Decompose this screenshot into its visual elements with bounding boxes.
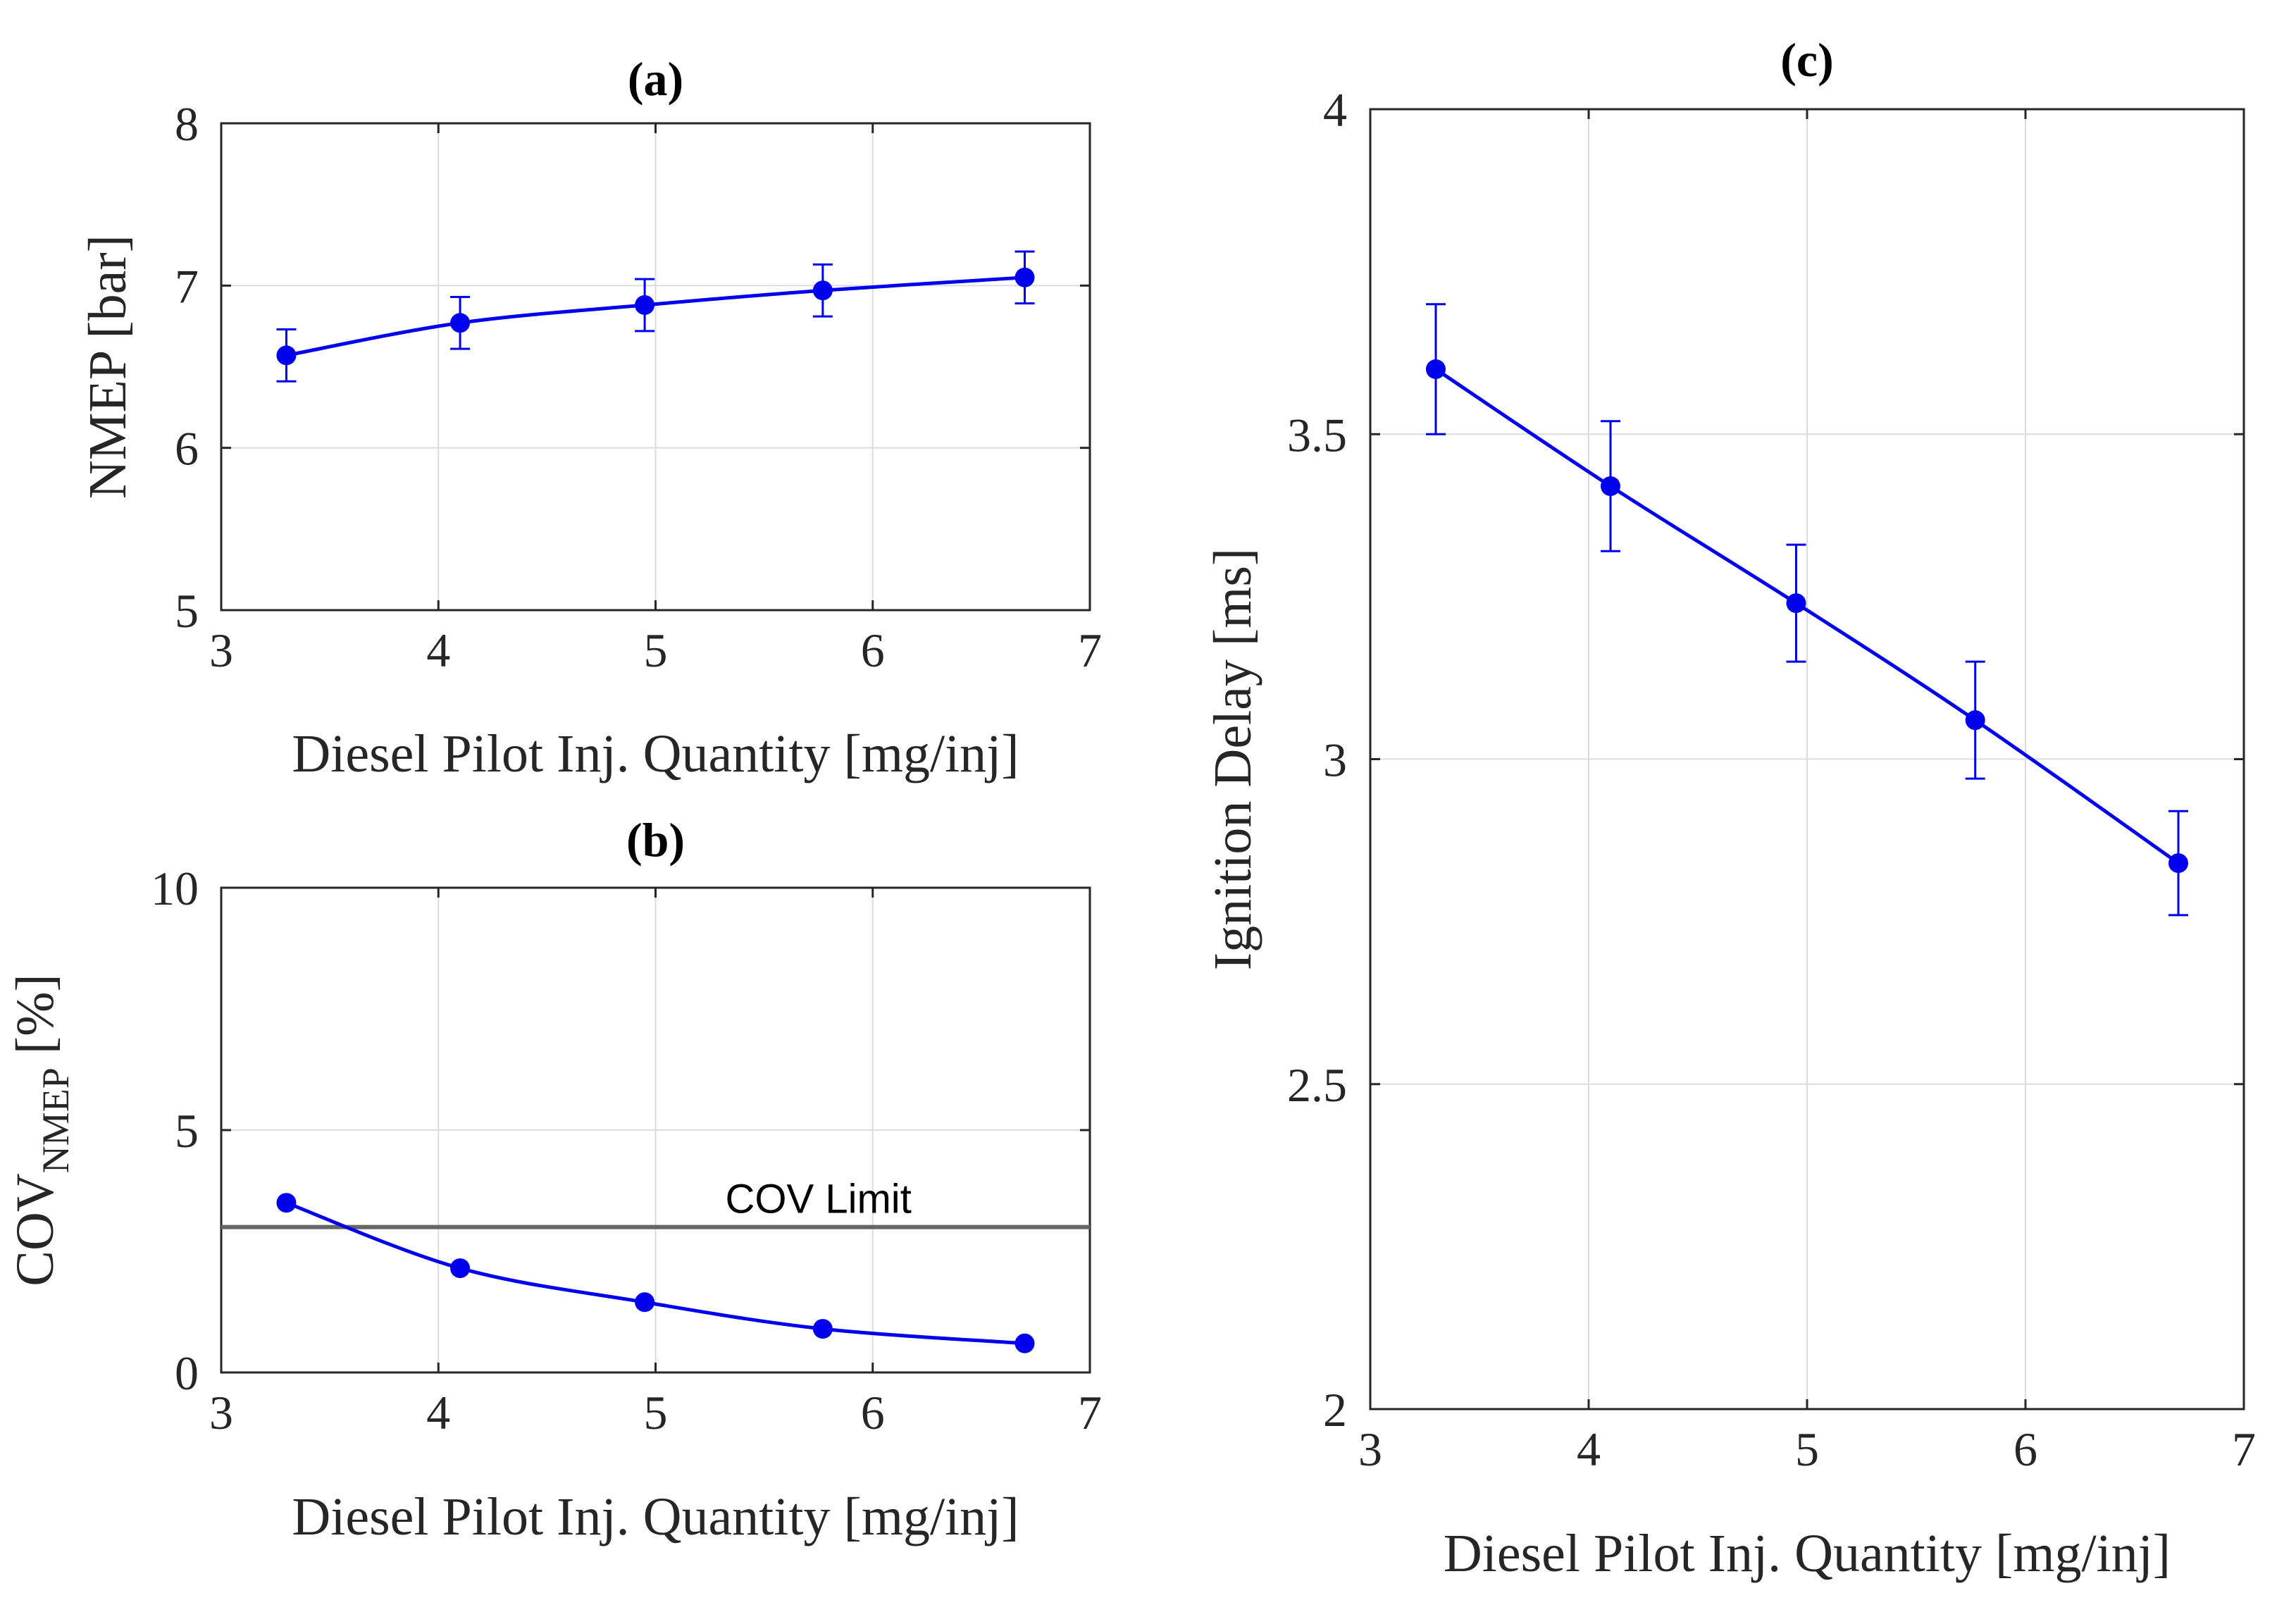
chart-title: (a) xyxy=(628,52,683,106)
x-tick-label: 7 xyxy=(2232,1422,2256,1476)
data-point xyxy=(1601,476,1620,497)
y-axis-label: NMEP [bar] xyxy=(78,235,137,499)
y-tick-label: 2.5 xyxy=(1287,1058,1347,1112)
x-tick-label: 7 xyxy=(1078,1386,1102,1439)
y-axis-label: Ignition Delay [ms] xyxy=(1203,548,1262,970)
chart-a: 3 4 5 6 7 5 6 7 8 (a) Diesel Pilot Inj. Quantity [… xyxy=(78,52,1102,783)
data-point xyxy=(635,1292,655,1313)
x-tick-label: 6 xyxy=(2013,1422,2037,1476)
chart-c: 3 4 5 6 7 2 2.5 3 3.5 4 (c) Diesel Pilot Inj. Quant… xyxy=(1203,33,2256,1583)
y-tick-label: 6 xyxy=(175,422,199,476)
x-tick-label: 5 xyxy=(644,624,668,677)
y-tick-label: 8 xyxy=(175,97,199,151)
x-axis-label: Diesel Pilot Inj. Quantity [mg/inj] xyxy=(1444,1524,2171,1583)
x-tick-label: 5 xyxy=(644,1386,668,1439)
data-point xyxy=(1786,593,1806,614)
data-point xyxy=(276,1193,297,1213)
x-tick-label: 4 xyxy=(426,1386,450,1439)
y-tick-label: 3 xyxy=(1323,733,1347,787)
x-tick-label: 4 xyxy=(1577,1422,1601,1476)
y-axis-label-main: COV xyxy=(6,1173,65,1286)
x-axis-label: Diesel Pilot Inj. Quantity [mg/inj] xyxy=(292,1487,1019,1546)
x-tick-label: 3 xyxy=(1358,1422,1382,1476)
y-tick-label: 5 xyxy=(175,584,199,638)
y-tick-label: 3.5 xyxy=(1287,408,1347,461)
data-point xyxy=(1014,1333,1035,1353)
data-point xyxy=(276,345,297,366)
cov-limit-label: COV Limit xyxy=(726,1177,912,1222)
chart-title: (b) xyxy=(626,813,685,867)
x-tick-label: 6 xyxy=(861,624,885,677)
y-axis-label-subscript: NMEP xyxy=(35,1067,77,1173)
chart-title: (c) xyxy=(1780,33,1833,87)
y-axis-label-unit: [%] xyxy=(6,974,65,1067)
data-point xyxy=(450,1258,471,1279)
data-point xyxy=(1426,359,1446,379)
y-tick-label: 5 xyxy=(175,1104,199,1158)
data-point xyxy=(450,313,471,333)
x-tick-label: 7 xyxy=(1078,624,1102,677)
y-tick-label: 4 xyxy=(1323,83,1347,137)
data-point xyxy=(812,280,833,301)
x-tick-label: 6 xyxy=(861,1386,885,1439)
x-tick-label: 5 xyxy=(1795,1422,1819,1476)
x-axis-label: Diesel Pilot Inj. Quantity [mg/inj] xyxy=(292,724,1019,783)
chart-b: 3 4 5 6 7 0 5 10 (b) Diesel Pilot Inj. Quantity [… xyxy=(6,813,1102,1546)
data-point xyxy=(1965,710,1985,731)
y-tick-label: 10 xyxy=(151,862,199,915)
x-tick-label: 3 xyxy=(209,1386,233,1439)
y-tick-label: 2 xyxy=(1323,1383,1347,1437)
x-tick-label: 4 xyxy=(426,624,450,677)
y-tick-label: 7 xyxy=(175,259,199,313)
data-point xyxy=(2168,853,2188,874)
data-point xyxy=(1014,267,1035,287)
x-tick-label: 3 xyxy=(209,624,233,677)
y-tick-label: 0 xyxy=(175,1346,199,1400)
y-axis-label: COVNMEP [%] xyxy=(6,974,77,1286)
data-point xyxy=(635,294,655,315)
data-point xyxy=(812,1319,833,1339)
